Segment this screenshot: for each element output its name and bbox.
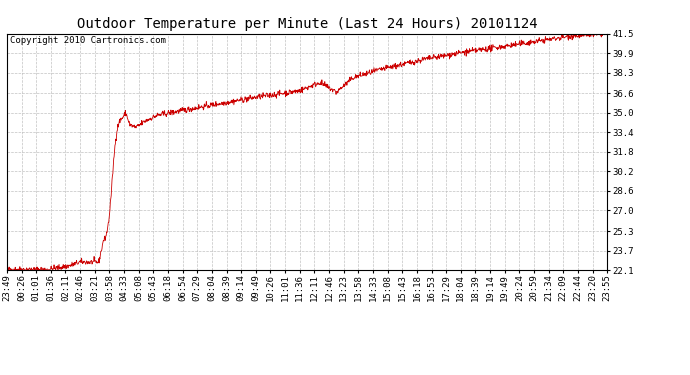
Text: Copyright 2010 Cartronics.com: Copyright 2010 Cartronics.com (10, 36, 166, 45)
Title: Outdoor Temperature per Minute (Last 24 Hours) 20101124: Outdoor Temperature per Minute (Last 24 … (77, 17, 538, 31)
